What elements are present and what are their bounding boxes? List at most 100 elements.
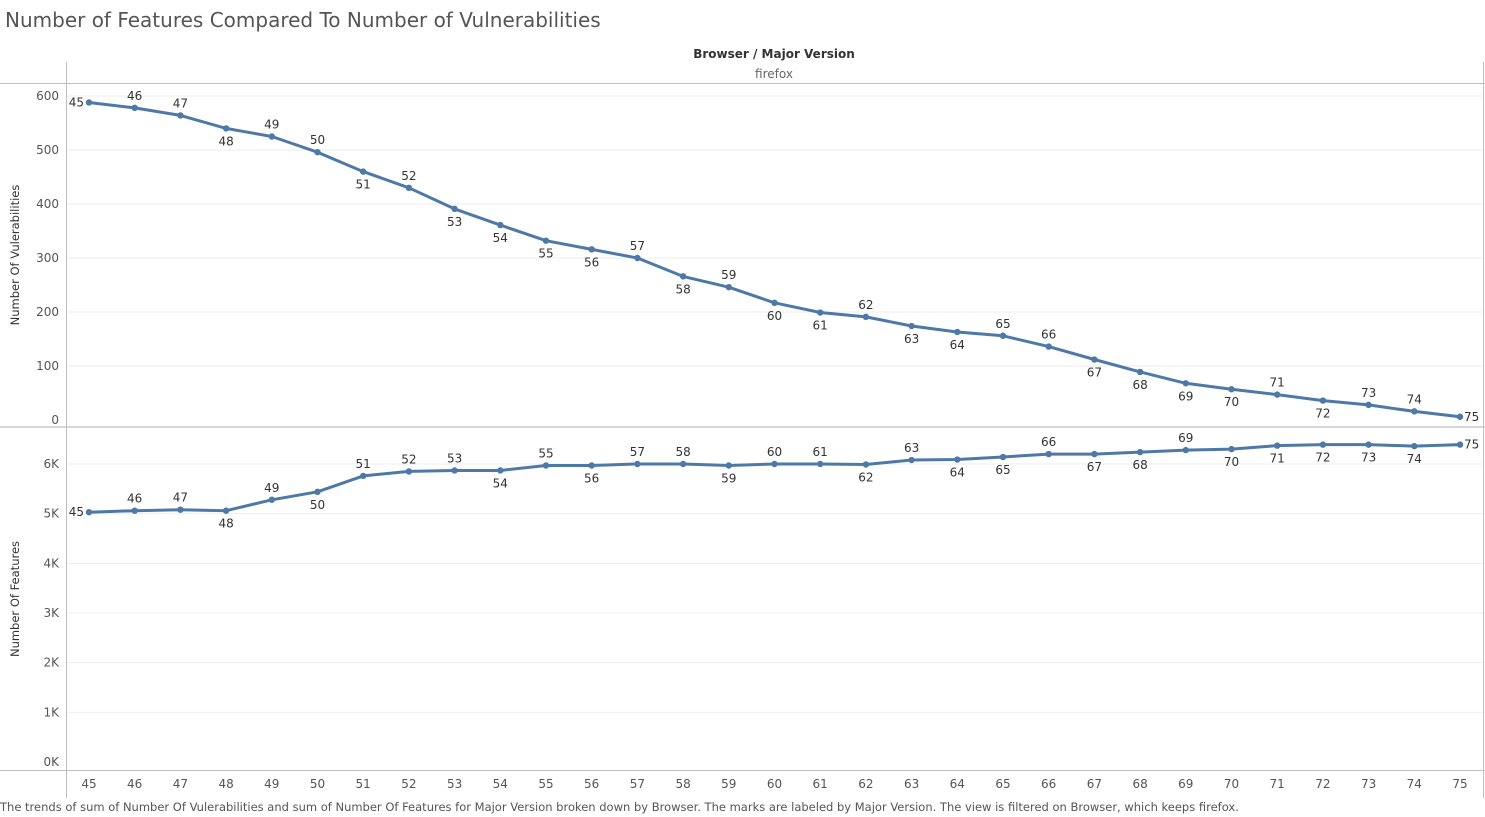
data-label: 75 bbox=[1464, 410, 1479, 424]
y-tick-label: 3K bbox=[43, 606, 60, 620]
data-label: 66 bbox=[1041, 328, 1056, 342]
x-tick-label: 60 bbox=[767, 777, 782, 791]
y-tick-label: 400 bbox=[36, 197, 59, 211]
data-label: 45 bbox=[69, 95, 84, 109]
data-point bbox=[1182, 380, 1190, 387]
data-label: 63 bbox=[904, 332, 919, 346]
data-point bbox=[268, 133, 275, 140]
chart-frame: Browser / Major Version firefox bbox=[0, 47, 1485, 798]
axes: 45 46 47 48 49 50 51 52 53 54 55 56 57 58 59 60 61 62 63 64… bbox=[8, 89, 1468, 791]
data-label: 57 bbox=[630, 239, 645, 253]
data-point bbox=[679, 460, 687, 468]
data-point bbox=[314, 488, 321, 496]
data-label: 62 bbox=[858, 298, 873, 312]
y-tick-label: 200 bbox=[36, 305, 59, 319]
column-header: Browser / Major Version bbox=[693, 47, 855, 61]
data-point bbox=[542, 462, 550, 469]
data-point bbox=[177, 506, 184, 513]
x-tick-label: 70 bbox=[1224, 777, 1239, 791]
data-label: 55 bbox=[538, 446, 553, 460]
data-point bbox=[725, 283, 732, 291]
data-point bbox=[1228, 445, 1235, 453]
data-label: 69 bbox=[1178, 389, 1193, 403]
y-tick-label: 600 bbox=[36, 89, 59, 103]
data-point bbox=[451, 205, 458, 213]
data-label: 68 bbox=[1132, 458, 1147, 472]
data-label: 53 bbox=[447, 451, 462, 465]
data-point bbox=[771, 299, 778, 307]
data-point bbox=[268, 496, 275, 503]
data-point bbox=[1365, 441, 1372, 448]
data-point bbox=[817, 460, 824, 468]
data-point bbox=[862, 461, 870, 468]
data-label: 48 bbox=[218, 517, 233, 531]
data-point bbox=[497, 221, 504, 229]
data-label: 62 bbox=[858, 470, 873, 484]
x-tick-label: 46 bbox=[127, 777, 142, 791]
data-label: 61 bbox=[813, 445, 828, 459]
data-point bbox=[1136, 368, 1144, 376]
x-tick-label: 48 bbox=[218, 777, 233, 791]
y-tick-label: 6K bbox=[43, 457, 60, 471]
data-label: 68 bbox=[1132, 378, 1147, 392]
data-point bbox=[1319, 397, 1327, 404]
data-label: 47 bbox=[173, 491, 188, 505]
y-tick-label: 1K bbox=[43, 705, 60, 719]
data-label: 45 bbox=[69, 505, 84, 519]
column-header-value: firefox bbox=[755, 67, 793, 81]
data-point bbox=[679, 273, 687, 280]
data-point bbox=[908, 456, 915, 464]
data-label: 74 bbox=[1407, 392, 1422, 406]
x-tick-label: 52 bbox=[401, 777, 416, 791]
data-label: 64 bbox=[950, 338, 965, 352]
data-point bbox=[1045, 450, 1052, 458]
data-label: 65 bbox=[995, 463, 1010, 477]
y-tick-label: 0K bbox=[43, 755, 60, 769]
data-label: 46 bbox=[127, 492, 142, 506]
data-label: 64 bbox=[950, 466, 965, 480]
x-tick-label: 56 bbox=[584, 777, 599, 791]
data-label: 58 bbox=[675, 445, 690, 459]
y-tick-label: 100 bbox=[36, 359, 59, 373]
data-label: 60 bbox=[767, 309, 782, 323]
data-label: 66 bbox=[1041, 435, 1056, 449]
data-point bbox=[314, 148, 321, 156]
data-label: 72 bbox=[1315, 407, 1330, 421]
x-tick-label: 64 bbox=[950, 777, 965, 791]
chart-caption: The trends of sum of Number Of Vulerabil… bbox=[0, 800, 1239, 814]
data-point bbox=[954, 328, 961, 336]
x-tick-label: 65 bbox=[995, 777, 1010, 791]
data-point bbox=[131, 104, 138, 112]
x-tick-label: 68 bbox=[1132, 777, 1147, 791]
data-label: 61 bbox=[813, 319, 828, 333]
x-tick-label: 55 bbox=[538, 777, 553, 791]
data-label: 71 bbox=[1270, 376, 1285, 390]
data-label: 75 bbox=[1464, 438, 1479, 452]
y-tick-label: 0 bbox=[51, 413, 59, 427]
data-point bbox=[1274, 442, 1281, 449]
data-point bbox=[1274, 391, 1281, 398]
data-label: 59 bbox=[721, 268, 736, 282]
data-label: 54 bbox=[493, 476, 508, 490]
data-point bbox=[817, 309, 824, 316]
grid-lines bbox=[67, 95, 1483, 713]
data-point bbox=[405, 468, 413, 475]
line-chart: Browser / Major Version firefox 45 46 47 48… bbox=[0, 47, 1485, 798]
y-tick-label: 300 bbox=[36, 251, 59, 265]
data-point bbox=[1456, 413, 1464, 420]
x-tick-label: 62 bbox=[858, 777, 873, 791]
x-tick-label: 51 bbox=[356, 777, 371, 791]
x-tick-label: 47 bbox=[173, 777, 188, 791]
data-label: 58 bbox=[675, 282, 690, 296]
data-label: 60 bbox=[767, 445, 782, 459]
data-point bbox=[999, 332, 1007, 339]
data-label: 72 bbox=[1315, 451, 1330, 465]
x-tick-label: 72 bbox=[1315, 777, 1330, 791]
data-label: 56 bbox=[584, 471, 599, 485]
data-label: 57 bbox=[630, 445, 645, 459]
y-tick-label: 2K bbox=[43, 656, 60, 670]
y-tick-label: 5K bbox=[43, 507, 60, 521]
data-point bbox=[908, 322, 915, 330]
data-label: 73 bbox=[1361, 386, 1376, 400]
data-point bbox=[862, 313, 870, 321]
